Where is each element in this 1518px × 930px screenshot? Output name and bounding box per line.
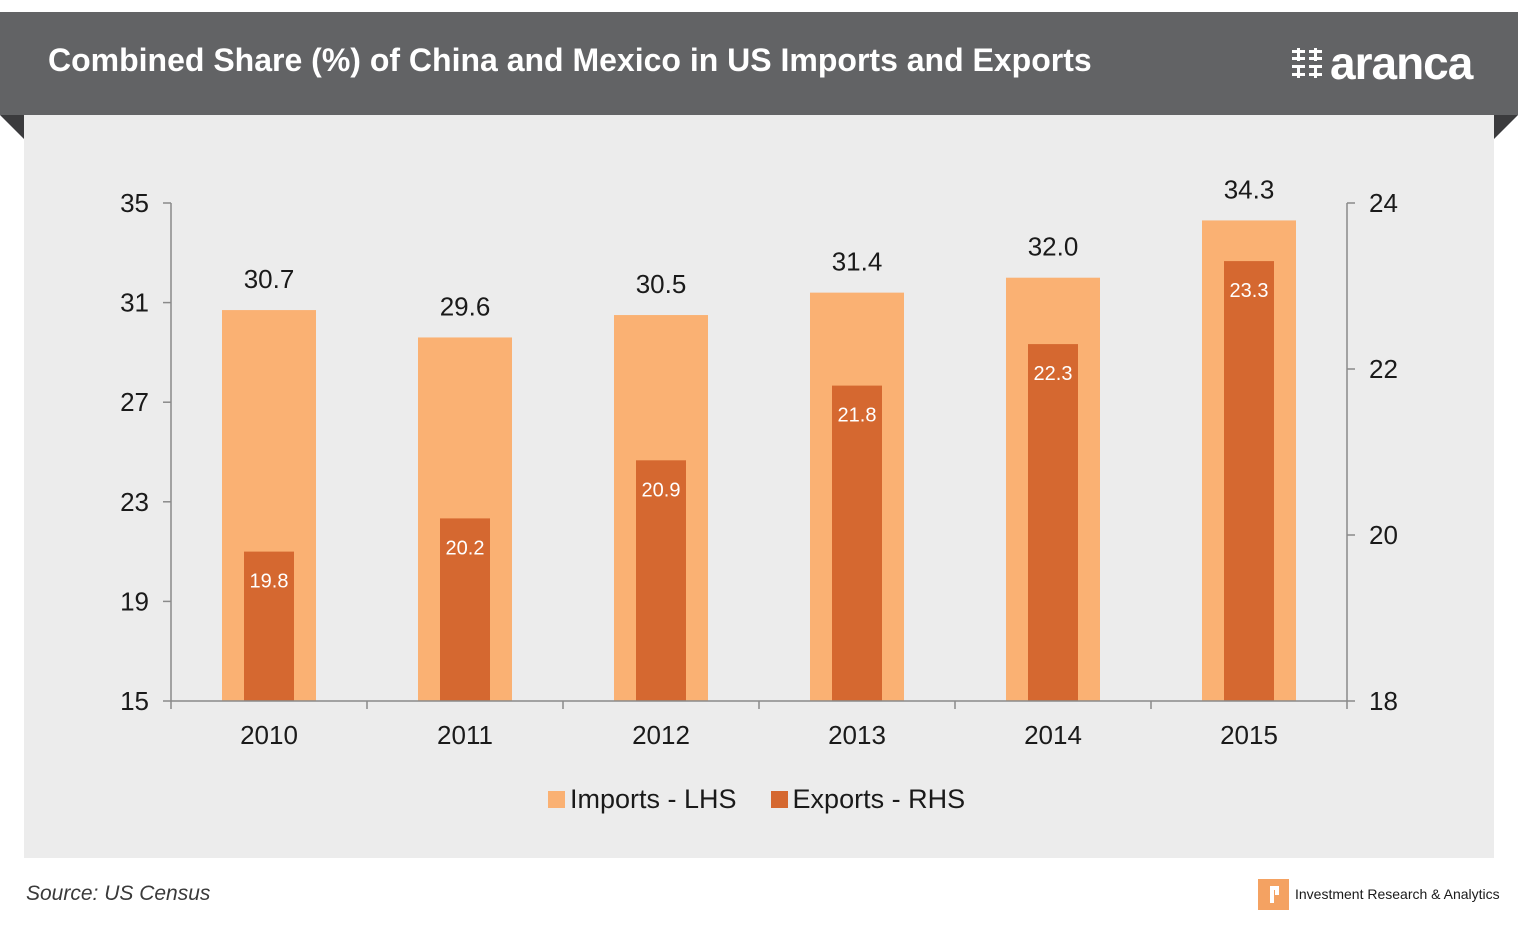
footer-brand: Investment Research & Analytics [1258, 878, 1500, 910]
footer-tagline: Investment Research & Analytics [1295, 886, 1500, 902]
legend-item-exports: Exports - RHS [770, 783, 966, 815]
chart-legend: Imports - LHS Exports - RHS [548, 782, 999, 816]
exports-data-label: 20.2 [446, 537, 485, 559]
y-right-tick-label: 18 [1369, 686, 1398, 716]
x-tick-label: 2010 [240, 720, 298, 750]
exports-bar [636, 460, 686, 701]
x-tick-label: 2011 [437, 720, 493, 750]
legend-label-imports: Imports - LHS [570, 783, 737, 814]
title-bar [0, 12, 1518, 115]
exports-bar [440, 518, 490, 701]
source-note: Source: US Census [26, 882, 211, 905]
exports-bar [1028, 344, 1078, 701]
y-left-tick-label: 23 [120, 487, 149, 517]
exports-data-label: 20.9 [642, 479, 681, 501]
imports-data-label: 31.4 [832, 247, 883, 277]
imports-data-label: 34.3 [1224, 174, 1275, 204]
x-tick-label: 2012 [632, 720, 690, 750]
imports-data-label: 30.7 [244, 264, 295, 294]
exports-data-label: 23.3 [1230, 280, 1269, 302]
exports-data-label: 22.3 [1034, 363, 1073, 385]
y-left-tick-label: 27 [120, 387, 149, 417]
y-left-tick-label: 35 [120, 188, 149, 218]
y-right-tick-label: 22 [1369, 354, 1398, 384]
imports-data-label: 30.5 [636, 269, 687, 299]
imports-data-label: 29.6 [440, 291, 491, 321]
aranca-mark-icon [1258, 878, 1289, 910]
title-bar-fold-left [0, 115, 24, 139]
exports-bar [244, 551, 294, 701]
x-tick-label: 2013 [828, 720, 886, 750]
exports-bar [832, 385, 882, 701]
y-left-tick-label: 15 [120, 686, 149, 716]
aranca-logo-icon [1292, 48, 1322, 78]
legend-label-exports: Exports - RHS [792, 783, 966, 814]
exports-data-label: 19.8 [250, 571, 289, 593]
x-tick-label: 2015 [1220, 720, 1278, 750]
chart-title: Combined Share (%) of China and Mexico i… [48, 42, 1092, 78]
y-right-tick-label: 24 [1369, 188, 1398, 218]
exports-data-label: 21.8 [838, 405, 877, 427]
exports-bar [1224, 261, 1274, 701]
y-right-tick-label: 20 [1369, 520, 1398, 550]
legend-swatch-exports [770, 790, 788, 808]
brand-name: aranca [1330, 37, 1473, 89]
x-tick-label: 2014 [1024, 720, 1082, 750]
imports-data-label: 32.0 [1028, 232, 1079, 262]
legend-item-imports: Imports - LHS [548, 784, 737, 815]
title-bar-fold-right [1494, 115, 1518, 139]
y-left-tick-label: 31 [120, 288, 149, 318]
legend-swatch-imports [548, 790, 565, 808]
y-left-tick-label: 19 [120, 586, 149, 616]
brand-logo: aranca [1292, 37, 1473, 89]
